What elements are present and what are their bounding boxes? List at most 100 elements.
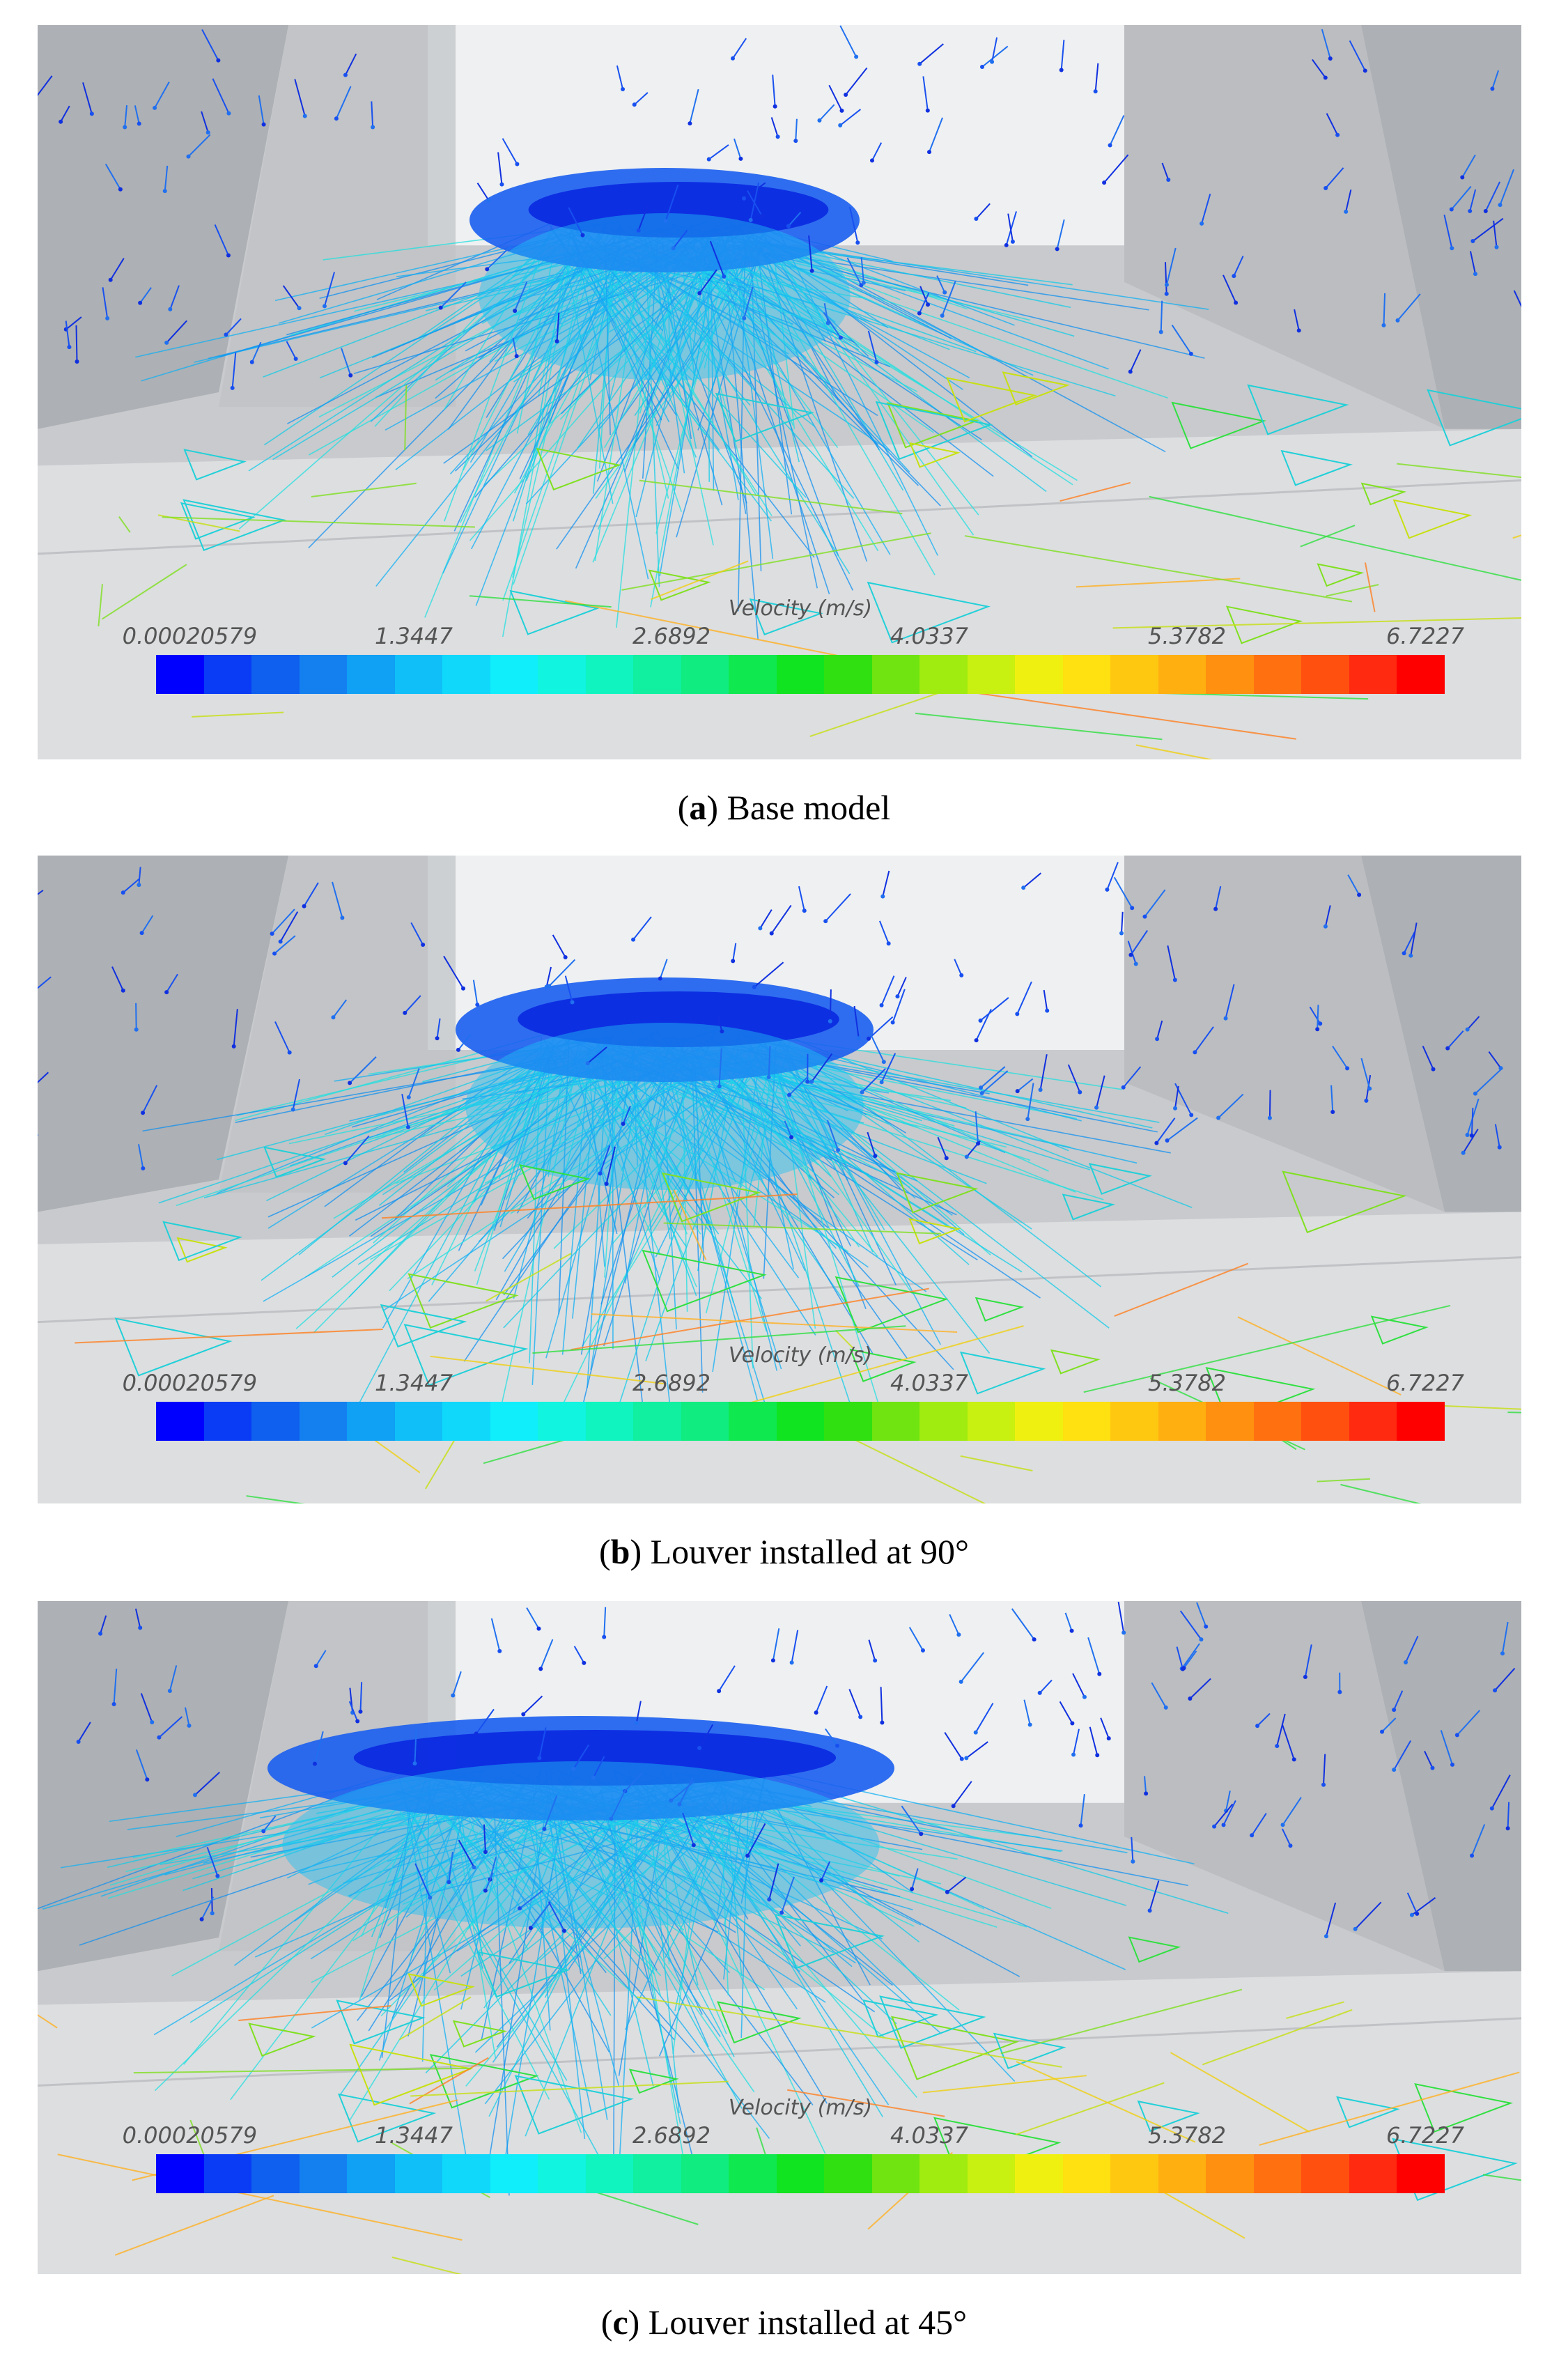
velocity-vector-field-b bbox=[38, 856, 1521, 1503]
color-bar-segment bbox=[203, 655, 252, 694]
color-bar-segment bbox=[1158, 655, 1206, 694]
color-bar-segment bbox=[490, 2154, 538, 2193]
color-bar-segment bbox=[1110, 655, 1158, 694]
legend-tick-label: 6.7227 bbox=[1386, 2122, 1464, 2149]
color-bar-segment bbox=[1397, 1402, 1445, 1441]
legend-tick-label: 5.3782 bbox=[1148, 623, 1226, 649]
color-bar-segment bbox=[1301, 1402, 1349, 1441]
color-bar-segment bbox=[251, 1402, 300, 1441]
legend-ticks: 0.00020579 1.3447 2.6892 4.0337 5.3782 6.7227 bbox=[123, 623, 1464, 651]
color-bar-segment bbox=[729, 1402, 777, 1441]
color-bar-segment bbox=[299, 2154, 348, 2193]
color-bar-segment bbox=[203, 2154, 252, 2193]
color-bar-segment bbox=[347, 1402, 395, 1441]
color-bar-segment bbox=[776, 2154, 825, 2193]
color-bar-segment bbox=[1062, 1402, 1111, 1441]
color-bar-segment bbox=[681, 655, 729, 694]
color-bar-segment bbox=[203, 1402, 252, 1441]
legend-tick-label: 1.3447 bbox=[375, 1370, 453, 1396]
color-bar-segment bbox=[633, 655, 681, 694]
color-bar-segment bbox=[1158, 2154, 1206, 2193]
color-bar-segment bbox=[442, 2154, 490, 2193]
caption-a: (a) Base model bbox=[677, 788, 891, 827]
color-bar-segment bbox=[1206, 655, 1254, 694]
legend-ticks: 0.00020579 1.3447 2.6892 4.0337 5.3782 6.7227 bbox=[123, 2122, 1464, 2150]
color-bar-segment bbox=[776, 1402, 825, 1441]
color-bar-segment bbox=[729, 655, 777, 694]
caption-c: (c) Louver installed at 45° bbox=[600, 2303, 968, 2342]
legend-tick-label: 1.3447 bbox=[375, 623, 453, 649]
color-bar-segment bbox=[967, 2154, 1016, 2193]
color-bar-segment bbox=[824, 655, 872, 694]
color-bar-segment bbox=[633, 1402, 681, 1441]
legend-tick-label: 4.0337 bbox=[890, 623, 968, 649]
color-bar-segment bbox=[251, 655, 300, 694]
color-bar-segment bbox=[394, 655, 443, 694]
color-bar-segment bbox=[681, 1402, 729, 1441]
legend-tick-label: 5.3782 bbox=[1148, 2122, 1226, 2149]
color-bar-segment bbox=[871, 1402, 920, 1441]
legend-tick-label: 2.6892 bbox=[632, 1370, 711, 1396]
color-bar-segment bbox=[156, 2154, 204, 2193]
color-bar bbox=[156, 2154, 1445, 2193]
color-bar-segment bbox=[156, 1402, 204, 1441]
legend-ticks: 0.00020579 1.3447 2.6892 4.0337 5.3782 6.7227 bbox=[123, 1370, 1464, 1398]
color-bar-segment bbox=[394, 1402, 443, 1441]
legend-tick-label: 6.7227 bbox=[1386, 1370, 1464, 1396]
legend-tick-label: 0.00020579 bbox=[122, 2122, 258, 2149]
color-bar-segment bbox=[824, 1402, 872, 1441]
color-bar-segment bbox=[1110, 1402, 1158, 1441]
cfd-panel-b: Velocity (m/s) 0.00020579 1.3447 2.6892 4.0… bbox=[38, 856, 1521, 1503]
legend-tick-label: 2.6892 bbox=[632, 623, 711, 649]
legend-tick-label: 5.3782 bbox=[1148, 1370, 1226, 1396]
color-bar-segment bbox=[1206, 1402, 1254, 1441]
legend-tick-label: 4.0337 bbox=[890, 1370, 968, 1396]
legend-tick-label: 1.3447 bbox=[375, 2122, 453, 2149]
color-bar-segment bbox=[394, 2154, 443, 2193]
legend-tick-label: 6.7227 bbox=[1386, 623, 1464, 649]
color-bar-segment bbox=[1158, 1402, 1206, 1441]
color-bar-segment bbox=[538, 655, 586, 694]
legend-title: Velocity (m/s) bbox=[728, 1343, 873, 1368]
color-bar-segment bbox=[1349, 655, 1397, 694]
color-bar-segment bbox=[1206, 2154, 1254, 2193]
color-bar-segment bbox=[967, 655, 1016, 694]
color-bar-segment bbox=[1253, 2154, 1302, 2193]
legend-tick-label: 4.0337 bbox=[890, 2122, 968, 2149]
color-bar-segment bbox=[776, 655, 825, 694]
color-bar-segment bbox=[251, 2154, 300, 2193]
color-bar-segment bbox=[1397, 655, 1445, 694]
color-bar-segment bbox=[1015, 1402, 1063, 1441]
caption-b: (b) Louver installed at 90° bbox=[599, 1532, 969, 1571]
color-bar-segment bbox=[585, 2154, 634, 2193]
color-bar bbox=[156, 655, 1445, 694]
color-bar-segment bbox=[1349, 2154, 1397, 2193]
color-bar-segment bbox=[871, 655, 920, 694]
color-bar-segment bbox=[1301, 655, 1349, 694]
color-bar-segment bbox=[1301, 2154, 1349, 2193]
color-bar-segment bbox=[1015, 655, 1063, 694]
cfd-panel-a: Velocity (m/s) 0.00020579 1.3447 2.6892 4.0… bbox=[38, 25, 1521, 759]
color-bar-segment bbox=[1253, 1402, 1302, 1441]
legend-title: Velocity (m/s) bbox=[728, 596, 873, 621]
color-bar-segment bbox=[538, 1402, 586, 1441]
legend-title: Velocity (m/s) bbox=[728, 2096, 873, 2120]
color-bar-segment bbox=[1349, 1402, 1397, 1441]
legend-tick-label: 2.6892 bbox=[632, 2122, 711, 2149]
color-bar-segment bbox=[299, 1402, 348, 1441]
color-bar-segment bbox=[1062, 2154, 1111, 2193]
color-bar-segment bbox=[1110, 2154, 1158, 2193]
legend-tick-label: 0.00020579 bbox=[122, 1370, 258, 1396]
velocity-vector-field-a bbox=[38, 25, 1521, 759]
color-bar-segment bbox=[442, 655, 490, 694]
color-bar-segment bbox=[919, 2154, 968, 2193]
color-bar-segment bbox=[681, 2154, 729, 2193]
color-bar bbox=[156, 1402, 1445, 1441]
color-bar-segment bbox=[824, 2154, 872, 2193]
color-bar-segment bbox=[156, 655, 204, 694]
color-bar-segment bbox=[442, 1402, 490, 1441]
color-bar-segment bbox=[633, 2154, 681, 2193]
cfd-panel-c: Velocity (m/s) 0.00020579 1.3447 2.6892 4.0… bbox=[38, 1601, 1521, 2274]
color-bar-segment bbox=[967, 1402, 1016, 1441]
color-bar-segment bbox=[347, 2154, 395, 2193]
